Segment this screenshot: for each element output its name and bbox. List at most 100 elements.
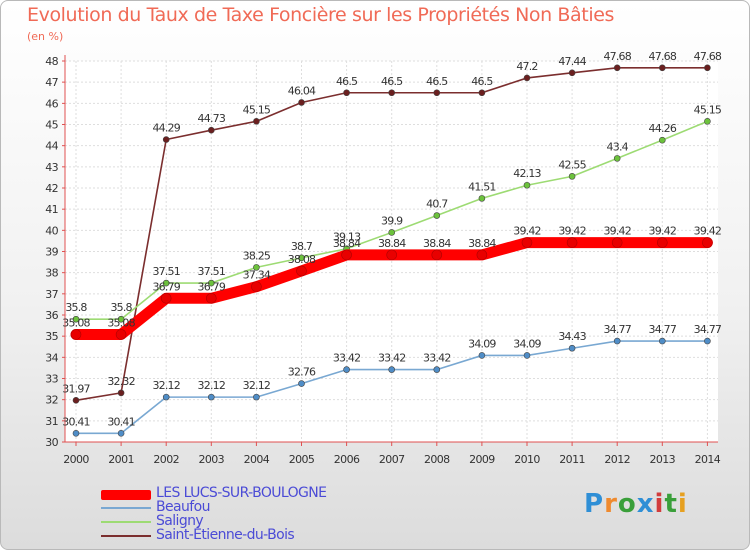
series-les-lucs-sur-boulogne	[70, 237, 713, 340]
data-point	[478, 352, 486, 359]
data-label: 44.26	[649, 122, 677, 135]
data-point	[208, 279, 215, 287]
data-point	[433, 212, 441, 219]
grid-lines	[65, 60, 718, 443]
data-point	[613, 337, 621, 345]
data-point	[658, 337, 666, 345]
data-label: 45.15	[243, 103, 271, 116]
y-tick-label: 34	[45, 351, 58, 364]
y-tick-label: 48	[45, 55, 58, 68]
y-tick-label: 45	[45, 119, 58, 132]
data-label: 30.41	[62, 415, 90, 428]
data-point	[656, 237, 668, 248]
data-point	[523, 74, 531, 82]
logo-letter: i	[677, 489, 688, 519]
data-label: 32.76	[288, 366, 316, 379]
data-point	[658, 64, 666, 72]
data-point	[704, 118, 711, 125]
data-point	[298, 99, 305, 106]
data-point	[162, 393, 170, 401]
data-point	[386, 249, 398, 261]
x-tick-label: 2012	[604, 453, 630, 466]
y-tick-label: 33	[45, 373, 58, 386]
chart-subtitle: (en %)	[27, 30, 64, 43]
data-point	[117, 315, 125, 323]
data-point	[523, 352, 531, 359]
data-label: 43.4	[607, 140, 629, 153]
data-label: 33.42	[423, 352, 451, 365]
data-point	[613, 64, 621, 72]
x-tick-label: 2005	[289, 453, 315, 466]
data-label: 36.79	[198, 280, 226, 293]
data-label: 39.42	[558, 225, 586, 238]
data-label: 36.79	[152, 280, 180, 293]
data-label: 33.42	[378, 352, 406, 365]
data-label: 47.68	[694, 50, 722, 63]
y-tick-label: 46	[45, 97, 58, 110]
data-label: 46.5	[471, 75, 493, 88]
y-tick-label: 47	[45, 76, 58, 89]
data-point	[296, 265, 307, 277]
logo-letter: P	[584, 489, 605, 519]
data-label: 33.42	[333, 352, 361, 365]
data-label: 34.09	[468, 337, 496, 350]
data-label: 42.55	[558, 158, 586, 171]
data-point	[702, 237, 713, 248]
x-tick-label: 2002	[153, 453, 179, 466]
data-point	[162, 279, 170, 287]
y-tick-label: 38	[45, 267, 58, 280]
legend-swatch-saint-etienne	[101, 535, 151, 537]
series-beaufou	[72, 337, 711, 437]
data-point	[208, 126, 215, 134]
data-point	[162, 136, 170, 143]
y-tick-label: 30	[45, 436, 58, 449]
data-label: 35.8	[65, 301, 87, 314]
data-point	[343, 89, 350, 97]
data-point	[611, 237, 623, 248]
data-point	[72, 430, 80, 437]
data-label: 38.7	[291, 240, 313, 253]
x-tick-label: 2003	[198, 453, 224, 466]
data-point	[566, 237, 578, 248]
data-label: 35.08	[107, 316, 135, 329]
x-tick-label: 2000	[63, 453, 89, 466]
y-tick-label: 43	[45, 161, 58, 174]
data-point	[431, 249, 443, 261]
data-point	[388, 89, 396, 97]
data-label: 38.84	[333, 237, 361, 250]
data-label: 37.51	[198, 265, 226, 278]
data-label: 37.51	[152, 265, 180, 278]
data-label: 46.5	[426, 75, 448, 88]
data-label: 47.44	[558, 55, 586, 68]
x-tick-label: 2013	[649, 453, 675, 466]
y-tick-label: 44	[45, 140, 58, 153]
y-tick-label: 35	[45, 330, 58, 343]
logo-letter: o	[617, 489, 637, 519]
data-label: 32.12	[198, 379, 226, 392]
data-point	[253, 264, 260, 271]
legend-label: Saint-Étienne-du-Bois	[156, 527, 295, 543]
data-point	[72, 397, 80, 404]
data-label: 34.77	[603, 323, 631, 336]
x-tick-label: 2009	[469, 453, 495, 466]
x-tick-label: 2011	[559, 453, 585, 466]
data-point	[298, 380, 305, 387]
legend-swatch-les-lucs	[101, 490, 151, 500]
data-label: 41.51	[468, 180, 496, 193]
logo-letter: t	[664, 489, 678, 519]
data-labels: 31.97 32.32 44.29 44.73 45.15 46.04 46.5 46.5 46…	[62, 50, 722, 429]
data-label: 31.97	[62, 382, 90, 395]
y-tick-label: 40	[45, 224, 58, 237]
data-label: 38.25	[243, 249, 271, 262]
data-label: 39.42	[694, 225, 722, 238]
y-tick-label: 32	[45, 394, 58, 407]
data-label: 30.41	[107, 415, 135, 428]
data-point	[433, 89, 441, 97]
data-point	[72, 315, 80, 323]
series-saligny	[72, 118, 711, 323]
x-tick-label: 2004	[244, 453, 270, 466]
data-label: 42.13	[513, 167, 541, 180]
data-label: 37.34	[243, 269, 271, 282]
data-point	[523, 181, 531, 189]
